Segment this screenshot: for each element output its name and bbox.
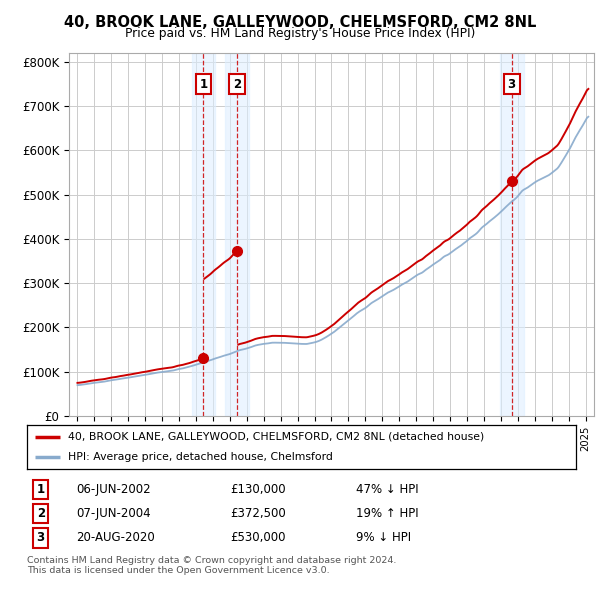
Text: 19% ↑ HPI: 19% ↑ HPI (356, 507, 419, 520)
Text: Price paid vs. HM Land Registry's House Price Index (HPI): Price paid vs. HM Land Registry's House … (125, 27, 475, 40)
Text: 07-JUN-2004: 07-JUN-2004 (76, 507, 151, 520)
Text: 40, BROOK LANE, GALLEYWOOD, CHELMSFORD, CM2 8NL: 40, BROOK LANE, GALLEYWOOD, CHELMSFORD, … (64, 15, 536, 30)
Text: 2: 2 (233, 77, 241, 91)
Text: 3: 3 (508, 77, 516, 91)
Text: Contains HM Land Registry data © Crown copyright and database right 2024.: Contains HM Land Registry data © Crown c… (27, 556, 397, 565)
Text: £530,000: £530,000 (230, 532, 286, 545)
Text: 9% ↓ HPI: 9% ↓ HPI (356, 532, 412, 545)
Text: This data is licensed under the Open Government Licence v3.0.: This data is licensed under the Open Gov… (27, 566, 329, 575)
Text: 40, BROOK LANE, GALLEYWOOD, CHELMSFORD, CM2 8NL (detached house): 40, BROOK LANE, GALLEYWOOD, CHELMSFORD, … (68, 432, 484, 442)
Text: £130,000: £130,000 (230, 483, 286, 496)
Text: 1: 1 (37, 483, 45, 496)
Text: HPI: Average price, detached house, Chelmsford: HPI: Average price, detached house, Chel… (68, 452, 333, 462)
Text: 47% ↓ HPI: 47% ↓ HPI (356, 483, 419, 496)
Text: 2: 2 (37, 507, 45, 520)
Text: £372,500: £372,500 (230, 507, 286, 520)
Bar (191, 53, 215, 416)
Text: 3: 3 (37, 532, 45, 545)
Text: 20-AUG-2020: 20-AUG-2020 (76, 532, 155, 545)
Text: 1: 1 (199, 77, 208, 91)
Text: 06-JUN-2002: 06-JUN-2002 (76, 483, 151, 496)
Bar (500, 53, 524, 416)
Bar (226, 53, 249, 416)
